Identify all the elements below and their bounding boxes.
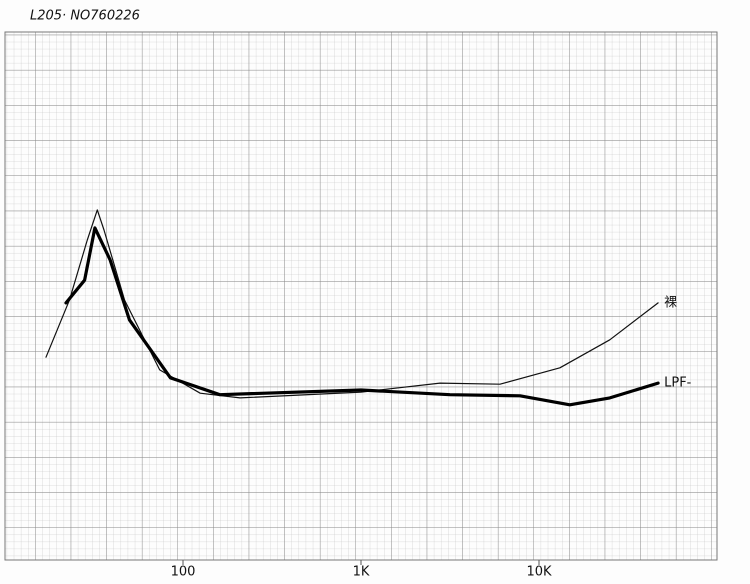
series-line [64,226,660,407]
graph-paper [4,31,718,561]
x-tick-label: 1K [353,565,370,580]
x-tick-label: 10K [526,565,552,580]
series-line [45,209,659,399]
series-label: 裸 [664,295,677,310]
x-tick-label: 100 [171,565,196,580]
series-label: LPF- [664,376,692,391]
chart-title: L205· NO760226 [30,9,140,24]
